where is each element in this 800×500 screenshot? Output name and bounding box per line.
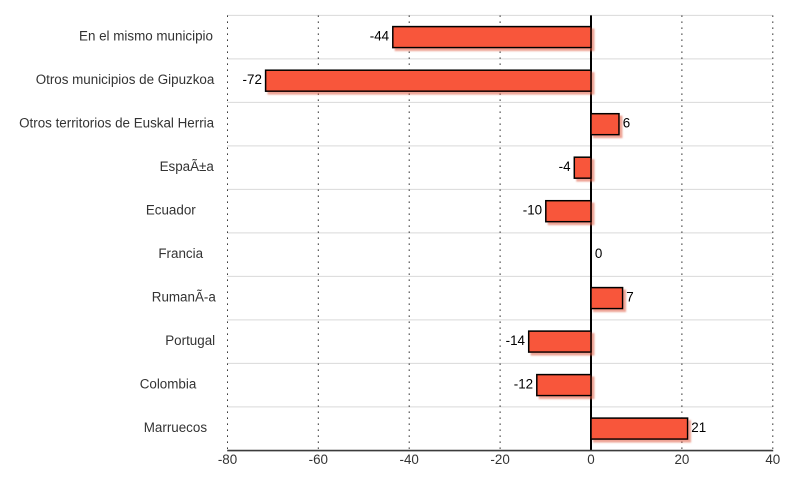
svg-text:21: 21 [691,420,706,435]
svg-text:-4: -4 [559,159,571,174]
svg-text:-72: -72 [243,72,262,87]
svg-text:20: 20 [674,452,689,467]
svg-text:-20: -20 [490,452,509,467]
svg-text:Marruecos: Marruecos [144,420,208,435]
svg-text:Otros territorios de Euskal He: Otros territorios de Euskal Herria [19,116,215,131]
svg-text:RumanÃ-a: RumanÃ-a [152,290,217,305]
svg-text:-44: -44 [370,29,390,44]
svg-text:-60: -60 [309,452,328,467]
svg-text:En el mismo municipio: En el mismo municipio [79,29,213,44]
svg-text:7: 7 [626,290,633,305]
svg-text:0: 0 [587,452,594,467]
svg-text:Portugal: Portugal [165,333,215,348]
svg-text:Francia: Francia [158,246,203,261]
svg-text:Ecuador: Ecuador [146,203,196,218]
svg-text:0: 0 [595,246,602,261]
svg-text:6: 6 [623,116,630,131]
svg-text:Colombia: Colombia [140,377,197,392]
svg-text:-10: -10 [523,203,542,218]
svg-text:-12: -12 [514,377,533,392]
svg-text:EspaÃ±a: EspaÃ±a [160,159,215,174]
svg-text:-14: -14 [506,333,526,348]
svg-text:Otros municipios de Gipuzkoa: Otros municipios de Gipuzkoa [36,72,215,87]
svg-text:-40: -40 [400,452,419,467]
svg-text:40: 40 [765,452,780,467]
svg-text:-80: -80 [218,452,237,467]
